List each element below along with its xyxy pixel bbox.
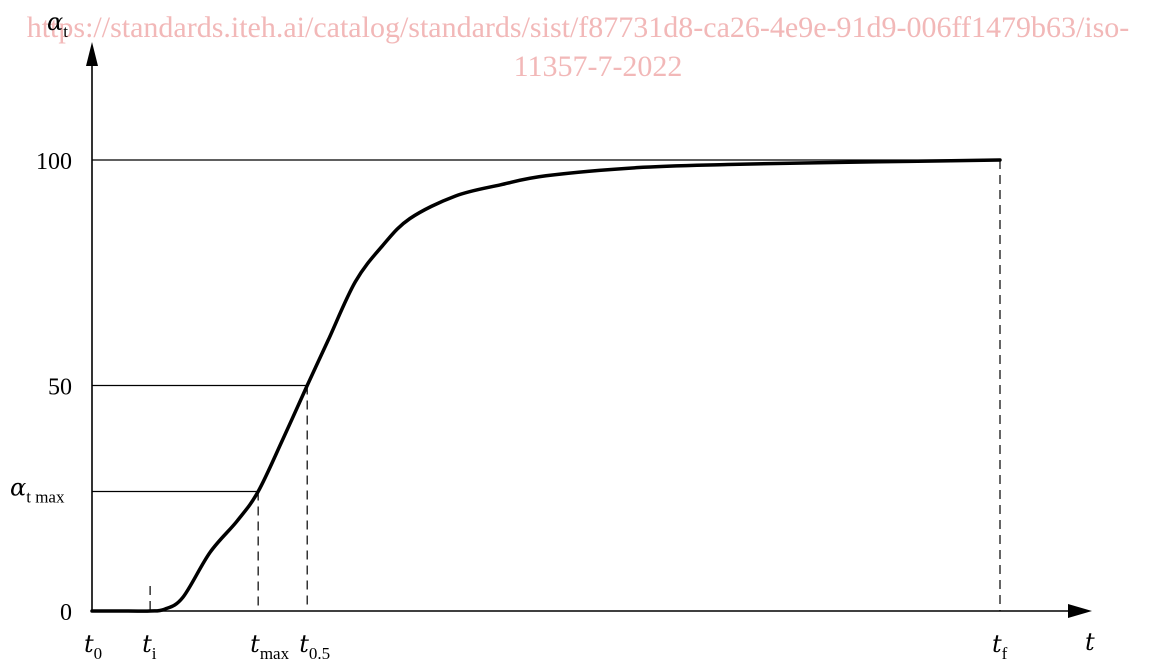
y-tick-label-y50: 50 xyxy=(48,375,72,401)
x-axis-arrowhead xyxy=(1068,604,1092,618)
x-tick-label-ti: ti xyxy=(142,630,157,660)
watermark-line-1: https://standards.iteh.ai/catalog/standa… xyxy=(27,11,1130,44)
y-axis-label: αt xyxy=(47,8,68,41)
x-tick-label-t05: t0.5 xyxy=(299,630,330,660)
y-marker-label-atmax: αt max xyxy=(10,473,65,506)
y-tick-label-y0: 0 xyxy=(60,600,72,626)
watermark-line-2: 11357-7-2022 xyxy=(514,50,683,83)
x-tick-label-t0: t0 xyxy=(84,630,102,660)
x-tick-label-tmax: tmax xyxy=(250,630,289,660)
x-axis-label: t xyxy=(1085,628,1095,656)
y-axis-arrowhead xyxy=(86,42,98,66)
x-tick-label-tf: tf xyxy=(992,630,1008,660)
data-series-line xyxy=(90,158,1002,613)
y-tick-label-y100: 100 xyxy=(36,149,72,175)
